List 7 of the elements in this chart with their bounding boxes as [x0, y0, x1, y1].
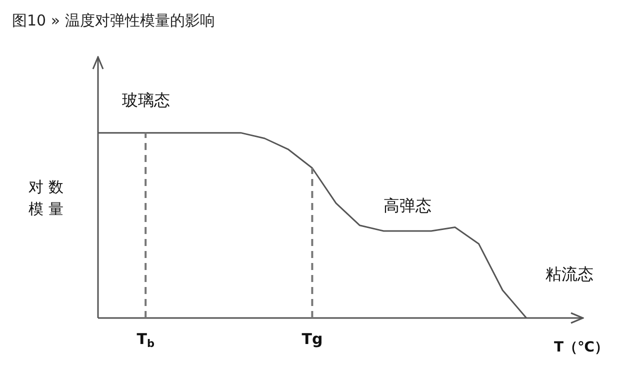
annotation: 粘流态 [545, 264, 594, 284]
x-axis-title: T（℃） [554, 340, 609, 356]
y-axis-title: 对 数模 量 [28, 178, 64, 218]
annotation: 高弹态 [384, 196, 432, 216]
x-tick-label: Tg [302, 330, 323, 348]
text: 玻璃态 [122, 90, 170, 110]
chart-title: 图10 » 温度对弹性模量的影响 [12, 11, 215, 30]
